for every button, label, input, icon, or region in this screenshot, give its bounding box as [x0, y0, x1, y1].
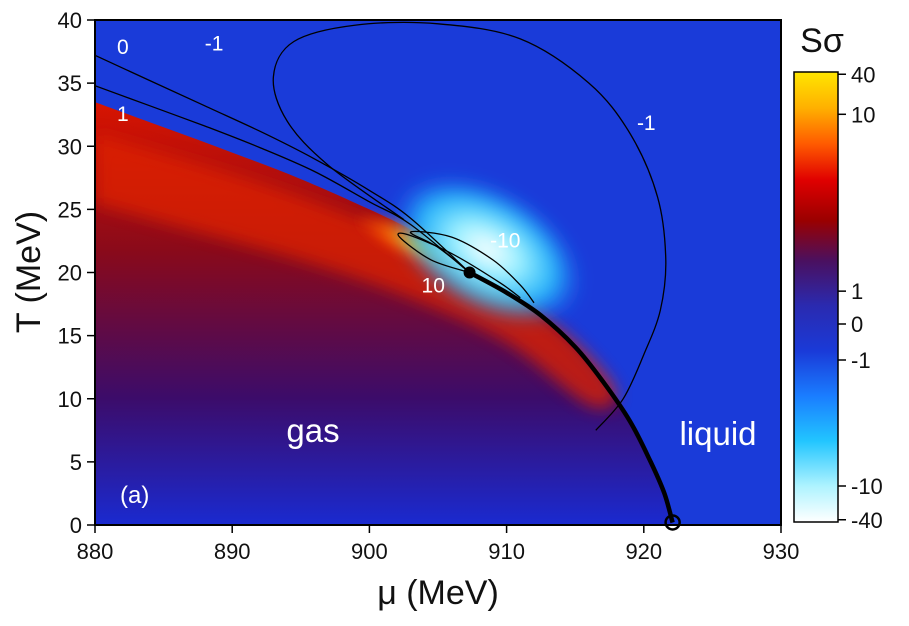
- x-tick-label: 920: [625, 539, 662, 564]
- colorbar-tick-label: -40: [851, 508, 883, 533]
- colorbar-tick-label: 1: [851, 279, 863, 304]
- contour-line-1: [95, 85, 471, 274]
- endpoint-marker: [664, 514, 681, 531]
- x-tick-label: 900: [351, 539, 388, 564]
- y-tick-label: 10: [58, 387, 82, 412]
- critical-point-marker: [463, 266, 476, 279]
- y-tick-label: 35: [58, 71, 82, 96]
- x-tick-label: 910: [488, 539, 525, 564]
- y-axis-ticks: 0 5 10 15 20 25 30 35 40: [58, 8, 95, 538]
- y-tick-label: 40: [58, 8, 82, 33]
- x-tick-label: 890: [214, 539, 251, 564]
- contour-label-1: 1: [117, 103, 129, 126]
- contour-label--1: -1: [205, 32, 224, 55]
- contour-lines: [95, 21, 667, 431]
- plot-area: 0 1 -1 -1 10 -10: [95, 20, 781, 525]
- y-tick-label: 15: [58, 324, 82, 349]
- y-tick-label: 5: [70, 450, 82, 475]
- liquid-region-label: liquid: [679, 415, 756, 452]
- contour-label--1-secondary: -1: [637, 112, 656, 135]
- contour-label--10: -10: [490, 229, 520, 252]
- gas-region-label: gas: [286, 412, 339, 449]
- contour-line--10: [409, 230, 535, 304]
- colorbar-tick-label: 40: [851, 62, 875, 87]
- colorbar-title: Sσ: [800, 22, 844, 60]
- liquid-negative-glow: [391, 174, 584, 325]
- phase-boundary-line: [468, 270, 675, 524]
- gas-hot-band: [95, 133, 617, 409]
- colorbar-gradient: [793, 71, 839, 523]
- contour-line--1: [272, 21, 667, 431]
- contour-label-0: 0: [117, 36, 129, 59]
- colorbar-tick-label: 10: [851, 102, 875, 127]
- x-axis-ticks: 880 890 900 910 920 930: [77, 525, 800, 564]
- contour-label-10: 10: [422, 275, 445, 298]
- y-tick-label: 20: [58, 261, 82, 286]
- x-tick-label: 930: [763, 539, 800, 564]
- colorbar-tick-label: 0: [851, 312, 863, 337]
- contour-labels: 0 1 -1 -1 10 -10: [117, 32, 656, 297]
- colorbar-tick-label: -10: [851, 474, 883, 499]
- y-tick-label: 0: [70, 513, 82, 538]
- panel-label: (a): [120, 482, 149, 509]
- x-tick-label: 880: [77, 539, 114, 564]
- y-tick-label: 25: [58, 197, 82, 222]
- contour-line-10: [397, 232, 521, 299]
- y-tick-label: 30: [58, 134, 82, 159]
- x-axis-title: μ (MeV): [377, 574, 499, 612]
- y-axis-title: T (MeV): [10, 211, 48, 333]
- colorbar-tick-label: -1: [851, 348, 871, 373]
- contour-line-0: [95, 54, 471, 273]
